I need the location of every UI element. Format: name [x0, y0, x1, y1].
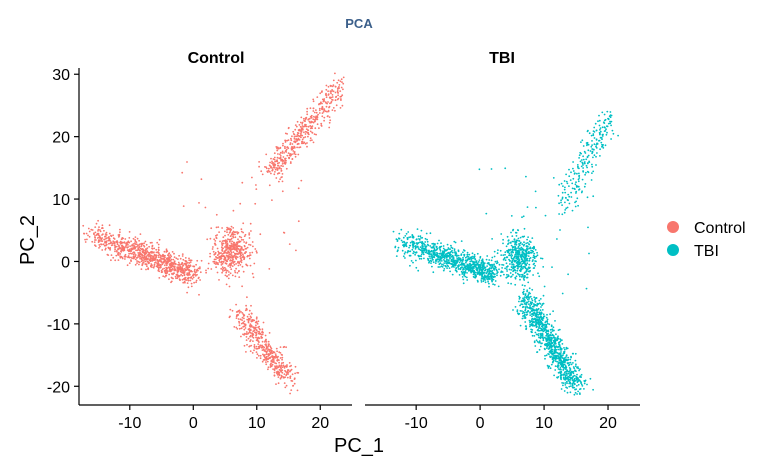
x-tick-label: 0 [189, 415, 198, 432]
legend: Control TBI [667, 220, 746, 260]
chart-title: PCA [345, 16, 373, 31]
y-tick-label: 30 [52, 67, 70, 84]
x-tick-label: 20 [599, 415, 617, 432]
legend-key-tbi [667, 244, 679, 256]
legend-label-control: Control [694, 220, 746, 237]
facet-label-control: Control [188, 50, 245, 67]
facet-label-tbi: TBI [489, 50, 515, 67]
panel-control [82, 72, 345, 395]
legend-key-control [667, 221, 679, 233]
x-tick-label: -10 [118, 415, 141, 432]
y-tick-label: 10 [52, 192, 70, 209]
legend-label-tbi: TBI [694, 243, 719, 260]
y-tick-label: -20 [47, 379, 70, 396]
x-tick-label: -10 [405, 415, 428, 432]
y-tick-label: 20 [52, 130, 70, 147]
y-axis-label: PC_2 [17, 215, 39, 265]
x-tick-label: 0 [476, 415, 485, 432]
x-tick-label: 10 [248, 415, 266, 432]
x-tick-label: 10 [535, 415, 553, 432]
x-axis-label: PC_1 [334, 435, 384, 457]
axes: -10 0 10 20 -10 0 10 20 -20 -10 0 10 20 30 [47, 67, 640, 432]
panel-tbi [392, 110, 619, 396]
x-tick-label: 20 [311, 415, 329, 432]
y-tick-label: 0 [61, 254, 70, 271]
y-tick-label: -10 [47, 317, 70, 334]
